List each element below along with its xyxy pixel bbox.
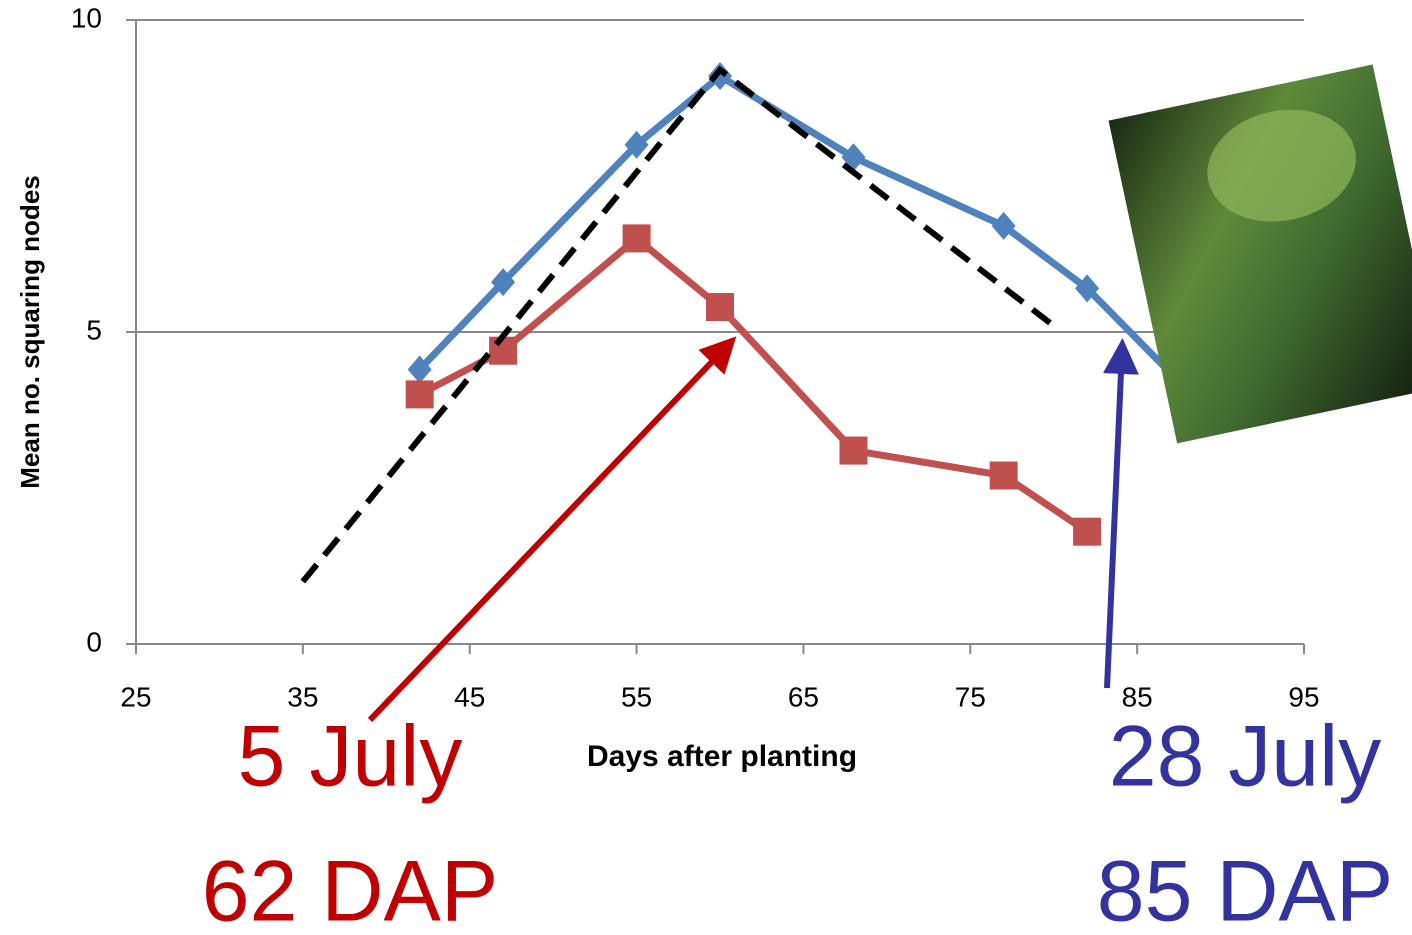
point: [990, 462, 1018, 490]
series: [303, 62, 1216, 581]
x-tick-label: 65: [788, 681, 819, 712]
x-axis-title: Days after planting: [587, 740, 857, 773]
x-tick-label: 55: [621, 681, 652, 712]
annotation: 62 DAP: [202, 844, 498, 935]
chart: 05102535455565758595 Days after planting…: [0, 0, 1412, 935]
y-tick-label: 10: [71, 2, 102, 33]
series-line: [420, 238, 1087, 531]
y-tick-label: 0: [86, 626, 102, 657]
photo: [1109, 64, 1412, 443]
point: [1073, 518, 1101, 546]
point: [406, 380, 434, 408]
point: [839, 437, 867, 465]
series-line: [420, 76, 1204, 407]
point: [489, 337, 517, 365]
series-line: [303, 70, 1054, 582]
y-axis-title: Mean no. squaring nodes: [15, 175, 45, 488]
page: {"chart_data": {"type": "line", "x_label…: [0, 0, 1412, 935]
y-tick-label: 5: [86, 314, 102, 345]
x-tick-label: 25: [120, 681, 151, 712]
point: [706, 293, 734, 321]
x-tick-label: 75: [955, 681, 986, 712]
arrow: [1107, 350, 1122, 688]
point: [623, 224, 651, 252]
annotation: 5 July: [238, 709, 463, 805]
annotation: 85 DAP: [1097, 844, 1393, 935]
annotation: 28 July: [1109, 709, 1382, 805]
